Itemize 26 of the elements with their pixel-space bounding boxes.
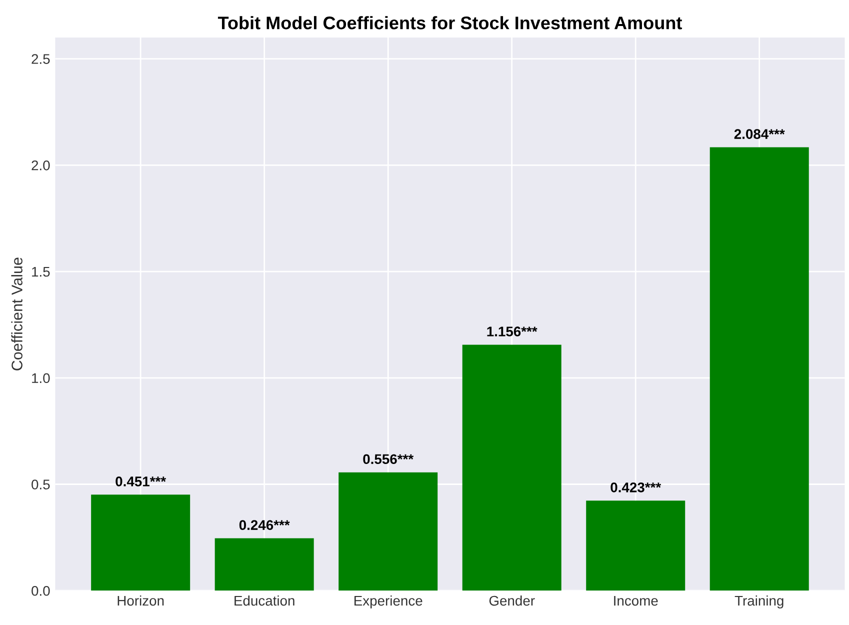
y-axis-title: Coefficient Value [11, 258, 22, 370]
x-tick-label: Education [234, 595, 294, 606]
data-label: 0.246*** [239, 520, 290, 530]
y-tick-label: 0.5 [32, 480, 50, 490]
y-tick-label: 2.5 [32, 54, 50, 64]
y-tick-label: 0.0 [32, 586, 50, 596]
x-tick-label: Experience [354, 595, 422, 608]
data-label: 1.156*** [487, 326, 538, 336]
y-tick-label: 1.5 [32, 266, 50, 277]
bar [214, 538, 314, 591]
bar [586, 500, 686, 591]
chart-title: Tobit Model Coefficients for Stock Investment Amount [218, 16, 682, 30]
data-label: 0.423*** [610, 482, 662, 492]
data-label: 0.556*** [363, 454, 414, 464]
bar [710, 147, 809, 591]
x-tick-label: Training [734, 595, 784, 608]
y-tick-label: 1.0 [32, 373, 50, 384]
x-tick-label: Horizon [118, 595, 164, 606]
data-label: 0.451*** [116, 476, 166, 486]
bar [462, 344, 562, 591]
bar [338, 472, 438, 591]
data-label: 2.084*** [734, 129, 785, 139]
x-tick-label: Gender [489, 595, 535, 606]
bar [91, 494, 190, 591]
x-tick-label: Income [614, 596, 658, 606]
y-tick-label: 2.0 [32, 160, 50, 170]
